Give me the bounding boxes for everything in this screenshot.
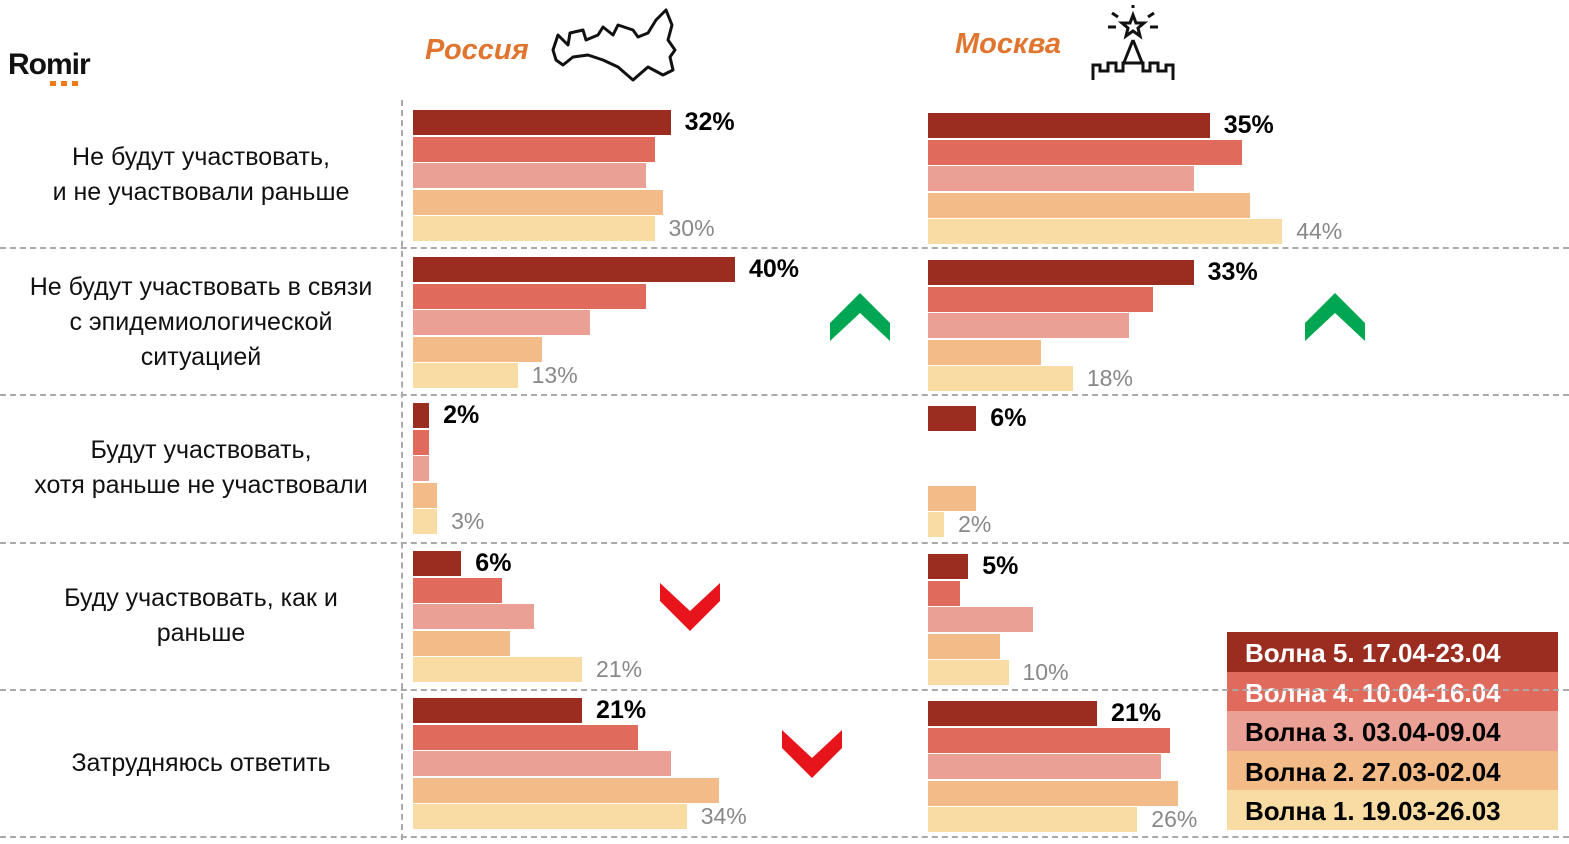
romir-logo: Romir <box>8 48 91 81</box>
data-label-wave5: 33% <box>1207 258 1258 286</box>
bar-russia-wave5 <box>413 257 735 282</box>
bar-russia-wave5 <box>413 698 583 723</box>
data-label-wave5: 5% <box>982 552 1019 580</box>
bar-russia-wave5 <box>413 403 430 428</box>
bar-russia-wave5 <box>413 110 671 135</box>
bar-moscow-wave5 <box>928 406 977 431</box>
bar-moscow-wave3 <box>928 166 1194 191</box>
bar-moscow-wave3 <box>928 754 1162 779</box>
bar-russia-wave4 <box>413 136 655 162</box>
bar-moscow-wave1 <box>928 807 1138 832</box>
row-divider <box>0 836 1569 838</box>
legend-item-wave3: Волна 3. 03.04-09.04 <box>1227 711 1558 751</box>
bar-russia-wave2 <box>413 482 438 508</box>
data-label-wave5: 21% <box>1111 699 1162 727</box>
bar-moscow-wave4 <box>928 286 1154 312</box>
russia-map-icon <box>551 8 677 82</box>
row-divider <box>0 689 1569 691</box>
bar-russia-wave2 <box>413 630 510 656</box>
logo-dots <box>50 81 80 86</box>
bar-russia-wave1 <box>413 657 583 682</box>
trend-up-arrow-icon <box>830 293 890 341</box>
bar-moscow-wave4 <box>928 727 1170 753</box>
category-label: Буду участвовать, как и раньше <box>64 584 338 647</box>
data-label-wave1: 34% <box>700 803 747 829</box>
region-title-moscow: Москва <box>955 28 1061 60</box>
bar-russia-wave3 <box>413 163 647 188</box>
bar-moscow-wave1 <box>928 660 1009 685</box>
data-label-wave1: 18% <box>1086 365 1133 391</box>
bar-russia-wave2 <box>413 189 663 215</box>
bar-moscow-wave2 <box>928 485 977 511</box>
bar-russia-wave2 <box>413 777 719 803</box>
data-label-wave5: 35% <box>1223 111 1274 139</box>
data-label-wave1: 13% <box>531 362 578 388</box>
category-label: Будут участвовать, хотя раньше не участв… <box>34 436 368 499</box>
bar-moscow-wave2 <box>928 633 1001 659</box>
bar-russia-wave1 <box>413 216 655 241</box>
legend-item-wave4: Волна 4. 10.04-16.04 <box>1227 671 1558 711</box>
bar-moscow-wave2 <box>928 192 1250 218</box>
data-label-wave1: 26% <box>1151 806 1198 832</box>
trend-down-arrow-icon <box>660 583 720 631</box>
bar-moscow-wave5 <box>928 260 1194 285</box>
bar-russia-wave1 <box>413 363 518 388</box>
bar-russia-wave4 <box>413 577 502 603</box>
bar-moscow-wave2 <box>928 780 1178 806</box>
kremlin-icon <box>1091 5 1175 80</box>
data-label-wave5: 6% <box>990 404 1027 432</box>
bar-russia-wave3 <box>413 604 534 629</box>
bar-moscow-wave5 <box>928 113 1210 138</box>
data-label-wave5: 32% <box>684 108 735 136</box>
region-title-russia: Россия <box>425 34 529 66</box>
bar-moscow-wave1 <box>928 512 945 537</box>
row-divider <box>0 247 1569 249</box>
data-label-wave1: 21% <box>596 656 643 682</box>
category-label: Не будут участвовать, и не участвовали р… <box>52 143 350 206</box>
bar-russia-wave3 <box>413 310 591 335</box>
bar-moscow-wave1 <box>928 219 1283 244</box>
bar-russia-wave4 <box>413 724 639 750</box>
bar-russia-wave5 <box>413 551 462 576</box>
bar-moscow-wave3 <box>928 607 1033 632</box>
data-label-wave5: 40% <box>749 255 800 283</box>
trend-down-arrow-icon <box>782 730 842 778</box>
category-label: Затрудняюсь ответить <box>71 748 331 777</box>
data-label-wave1: 2% <box>958 511 992 537</box>
bar-russia-wave3 <box>413 456 430 481</box>
data-label-wave1: 3% <box>451 508 485 534</box>
bar-russia-wave1 <box>413 509 438 534</box>
bar-moscow-wave1 <box>928 366 1073 391</box>
bar-russia-wave4 <box>413 283 647 309</box>
vertical-divider <box>401 100 403 840</box>
trend-up-arrow-icon <box>1305 293 1365 341</box>
data-label-wave1: 30% <box>668 215 715 241</box>
legend: Волна 5. 17.04-23.04 Волна 4. 10.04-16.04… <box>1227 632 1558 830</box>
bar-russia-wave4 <box>413 429 430 455</box>
row-divider <box>0 394 1569 396</box>
legend-item-wave1: Волна 1. 19.03-26.03 <box>1227 790 1558 830</box>
bar-russia-wave3 <box>413 751 671 776</box>
data-label-wave5: 2% <box>443 401 480 429</box>
bar-moscow-wave5 <box>928 554 969 579</box>
data-label-wave1: 44% <box>1296 218 1343 244</box>
bar-moscow-wave2 <box>928 339 1041 365</box>
bar-russia-wave2 <box>413 336 542 362</box>
data-label-wave1: 10% <box>1022 659 1069 685</box>
data-label-wave5: 6% <box>475 549 512 577</box>
bar-moscow-wave5 <box>928 701 1098 726</box>
data-label-wave5: 21% <box>596 696 647 724</box>
legend-item-wave5: Волна 5. 17.04-23.04 <box>1227 632 1558 672</box>
row-divider <box>0 542 1569 544</box>
bar-moscow-wave4 <box>928 139 1242 165</box>
category-label: Не будут участвовать в связи с эпидемиол… <box>29 272 373 371</box>
bar-moscow-wave3 <box>928 313 1130 338</box>
legend-item-wave2: Волна 2. 27.03-02.04 <box>1227 750 1558 790</box>
bar-russia-wave1 <box>413 804 687 829</box>
bar-moscow-wave4 <box>928 580 961 606</box>
